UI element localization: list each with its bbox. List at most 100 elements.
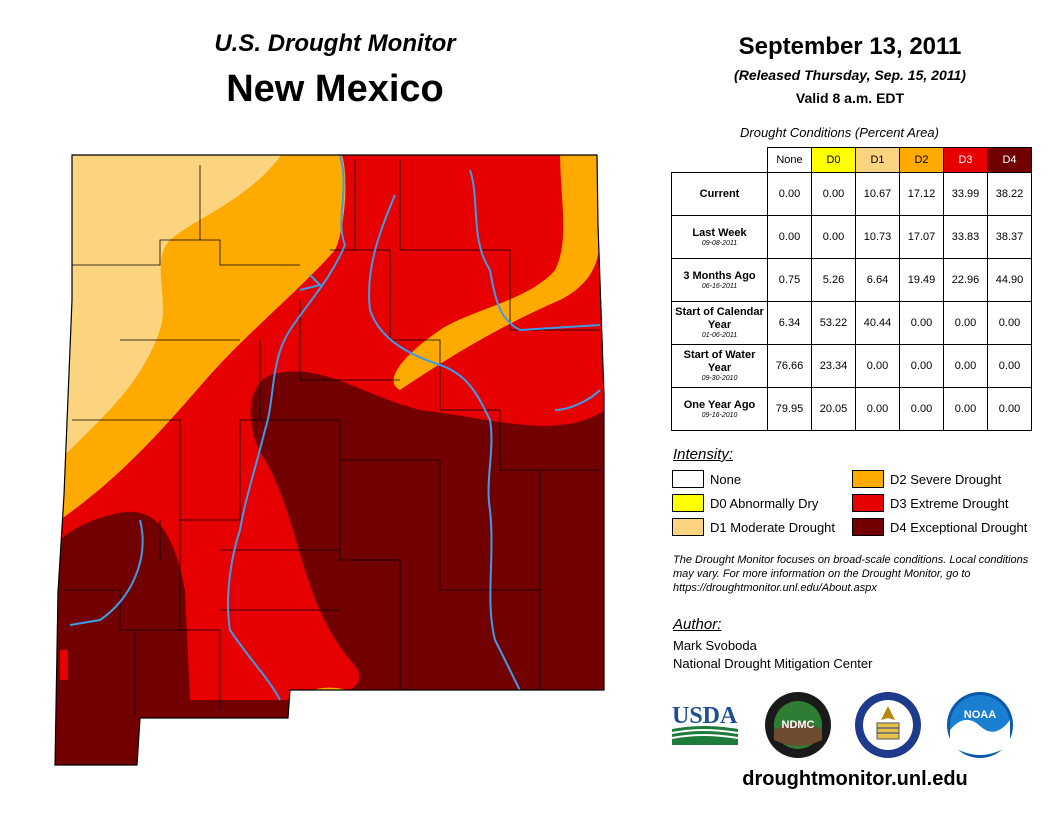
table-header-row: None D0 D1 D2 D3 D4 [672,147,1032,173]
legend-item: D4 Exceptional Drought [852,518,1027,536]
table-cell: 76.66 [767,344,812,388]
gila-river [69,519,144,626]
table-cell: 6.64 [855,258,900,302]
commerce-seal [855,692,921,758]
row-label-text: Start of Calendar Year [675,306,764,331]
table-cell: 6.34 [767,301,812,345]
table-cell: 10.67 [855,172,900,216]
table-cell: 40.44 [855,301,900,345]
legend-swatch [672,494,704,512]
pecos-river [368,194,523,696]
row-label-text: One Year Ago [683,398,756,411]
row-label-text: Last Week [692,226,747,239]
usda-logo: USDA [671,703,739,745]
table-cell: 0.75 [767,258,812,302]
legend-swatch [672,470,704,488]
legend-label: D2 Severe Drought [890,471,1002,487]
author-heading: Author: [673,616,722,633]
drought-conditions-table: None D0 D1 D2 D3 D4 Current 0.00 0.00 10.67… [671,147,1032,431]
valid-time: Valid 8 a.m. EDT [795,90,905,106]
row-label: Start of Water Year 09-30-2010 [671,344,768,388]
table-cell: 5.26 [811,258,856,302]
table-cell: 0.00 [767,172,812,216]
legend-item: D2 Severe Drought [852,470,1001,488]
row-label-date: 09-08-2011 [701,239,738,247]
table-cell: 20.05 [811,387,856,431]
d3-area-southwest [60,650,68,680]
legend-swatch [852,518,884,536]
table-row: Start of Water Year 09-30-2010 76.66 23.34 0… [671,344,1032,388]
table-cell: 0.00 [811,215,856,259]
table-cell: 0.00 [987,301,1032,345]
table-cell: 33.99 [943,172,988,216]
author-organization: National Drought Mitigation Center [673,656,873,671]
author-name: Mark Svoboda [673,638,757,653]
table-row: 3 Months Ago 06-16-2011 0.75 5.26 6.64 19.49 2… [671,258,1032,302]
table-row: One Year Ago 09-16-2010 79.95 20.05 0.00 0.00… [671,387,1032,431]
row-label-date: 09-30-2010 [701,375,738,382]
map-title: New Mexico [226,68,444,110]
row-label: Current [671,172,768,216]
table-cell: 0.00 [943,387,988,431]
table-caption: Drought Conditions (Percent Area) [740,125,939,140]
table-cell: 33.83 [943,215,988,259]
col-header-d2: D2 [899,147,944,173]
legend-heading: Intensity: [673,446,734,463]
table-cell: 0.00 [987,387,1032,431]
legend-swatch [852,470,884,488]
col-header-d0: D0 [811,147,856,173]
d3-area-northeast [405,160,541,330]
legend-item: None [672,470,741,488]
table-cell: 10.73 [855,215,900,259]
table-row: Current 0.00 0.00 10.67 17.12 33.99 38.22 [671,172,1032,216]
ndmc-logo: NDMC [765,692,831,758]
row-label: 3 Months Ago 06-16-2011 [671,258,768,302]
row-label-text: 3 Months Ago [683,269,756,282]
table-cell: 22.96 [943,258,988,302]
legend-item: D3 Extreme Drought [852,494,1009,512]
row-label: Start of Calendar Year 01-06-2011 [671,301,768,345]
table-cell: 0.00 [855,387,900,431]
usda-logo-text: USDA [672,703,738,729]
table-cell: 17.07 [899,215,944,259]
row-label-date: 09-16-2010 [701,411,738,419]
table-cell: 17.12 [899,172,944,216]
col-header-d4: D4 [987,147,1032,173]
county-boundaries [64,160,600,718]
map-subtitle: U.S. Drought Monitor [214,30,456,57]
rio-grande [227,155,347,701]
row-label-text: Current [699,187,740,200]
table-cell: 38.37 [987,215,1032,259]
row-label: Last Week 09-08-2011 [671,215,768,259]
table-cell: 0.00 [899,301,944,345]
d2-area-south [290,687,360,710]
disclaimer-note: The Drought Monitor focuses on broad-sca… [673,554,1029,594]
canadian-river [469,169,601,332]
legend-swatch [672,518,704,536]
col-header-d3: D3 [943,147,988,173]
table-cell: 38.22 [987,172,1032,216]
table-cell: 0.00 [811,172,856,216]
col-header-d1: D1 [855,147,900,173]
d1-area [60,155,285,460]
release-date: (Released Thursday, Sep. 15, 2011) [734,67,966,83]
legend-item: D0 Abnormally Dry [672,494,818,512]
state-outline [54,154,605,766]
d2-area-northeast [393,155,604,390]
table-cell: 0.00 [767,215,812,259]
blank-header-cell [672,148,768,173]
east-river [554,389,601,411]
legend-label: D0 Abnormally Dry [710,495,819,511]
noaa-logo-text: NOAA [964,709,996,721]
website-url[interactable]: droughtmonitor.unl.edu [742,768,968,790]
legend-label: D3 Extreme Drought [890,495,1009,511]
legend-label: D1 Moderate Drought [710,519,836,535]
row-label-date: 01-06-2011 [701,332,738,339]
table-cell: 0.00 [943,301,988,345]
table-cell: 44.90 [987,258,1032,302]
legend-item: D1 Moderate Drought [672,518,835,536]
table-cell: 0.00 [899,344,944,388]
table-cell: 53.22 [811,301,856,345]
row-label-text: Start of Water Year [683,349,756,374]
table-row: Start of Calendar Year 01-06-2011 6.34 53.2… [671,301,1032,345]
